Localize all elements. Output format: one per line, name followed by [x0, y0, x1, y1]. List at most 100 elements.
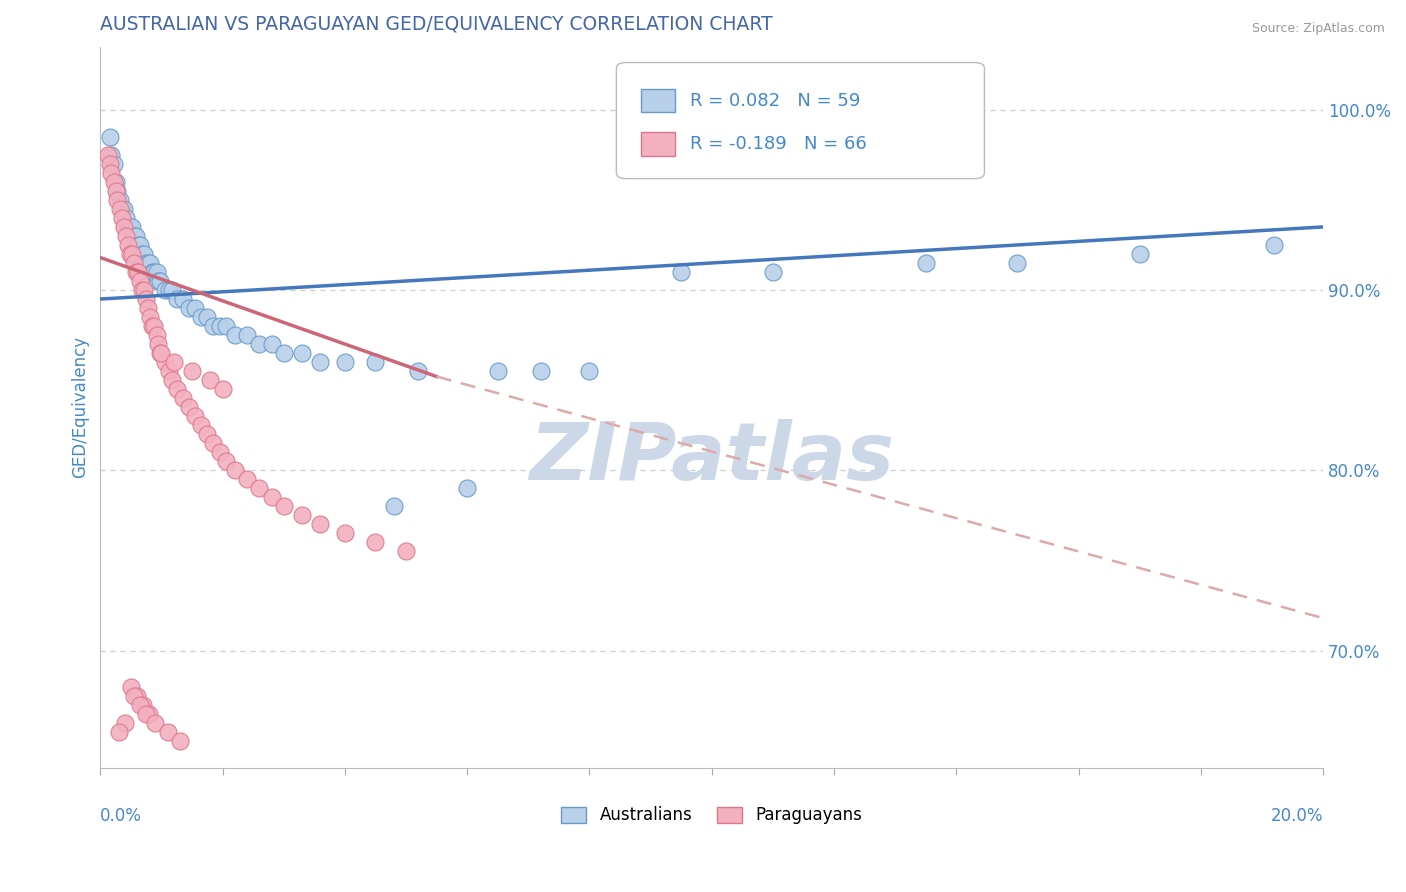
Point	[184, 301, 207, 315]
Point	[118, 219, 141, 234]
Point	[122, 229, 145, 244]
Point	[157, 283, 180, 297]
Point	[143, 265, 166, 279]
Legend: Australians, Paraguayans: Australians, Paraguayans	[561, 806, 862, 824]
Point	[273, 346, 295, 360]
Point	[125, 265, 148, 279]
Point	[156, 724, 179, 739]
Point	[177, 400, 200, 414]
Point	[529, 364, 551, 378]
Point	[153, 283, 176, 297]
Point	[578, 364, 600, 378]
Point	[120, 680, 142, 694]
Text: AUSTRALIAN VS PARAGUAYAN GED/EQUIVALENCY CORRELATION CHART: AUSTRALIAN VS PARAGUAYAN GED/EQUIVALENCY…	[100, 15, 773, 34]
Point	[115, 229, 138, 244]
Point	[129, 274, 152, 288]
Point	[224, 463, 246, 477]
Point	[153, 355, 176, 369]
Point	[129, 238, 152, 252]
Point	[202, 436, 225, 450]
Point	[134, 247, 156, 261]
Point	[291, 346, 314, 360]
Point	[1263, 238, 1285, 252]
Point	[127, 265, 149, 279]
Point	[208, 319, 231, 334]
Point	[121, 219, 143, 234]
Point	[169, 733, 191, 747]
Point	[236, 472, 259, 486]
Point	[211, 382, 233, 396]
Point	[122, 689, 145, 703]
Point	[136, 301, 159, 315]
Point	[108, 193, 131, 207]
Point	[163, 355, 186, 369]
Point	[456, 481, 478, 495]
Point	[104, 184, 127, 198]
Bar	[641, 133, 675, 155]
Point	[172, 292, 194, 306]
Point	[98, 129, 121, 144]
Point	[107, 193, 129, 207]
Point	[148, 274, 170, 288]
Point	[273, 500, 295, 514]
Point	[195, 310, 218, 324]
Point	[117, 219, 139, 234]
Point	[190, 418, 212, 433]
Point	[131, 283, 153, 297]
Point	[132, 698, 155, 712]
Point	[260, 337, 283, 351]
Point	[177, 301, 200, 315]
Point	[141, 265, 163, 279]
Text: ZIPatlas: ZIPatlas	[529, 418, 894, 497]
Point	[406, 364, 429, 378]
Point	[122, 256, 145, 270]
Point	[333, 355, 356, 369]
Point	[190, 310, 212, 324]
Point	[215, 319, 238, 334]
Point	[195, 427, 218, 442]
Y-axis label: GED/Equivalency: GED/Equivalency	[72, 336, 89, 478]
Point	[395, 544, 418, 558]
Point	[309, 517, 332, 532]
Point	[1129, 247, 1152, 261]
Point	[129, 698, 152, 712]
Text: Source: ZipAtlas.com: Source: ZipAtlas.com	[1251, 22, 1385, 36]
Point	[148, 337, 170, 351]
Point	[149, 346, 172, 360]
Point	[135, 256, 157, 270]
Point	[309, 355, 332, 369]
Point	[215, 454, 238, 468]
Point	[98, 157, 121, 171]
Point	[139, 310, 162, 324]
Point	[136, 256, 159, 270]
Point	[1007, 256, 1029, 270]
Point	[236, 328, 259, 343]
Point	[138, 706, 160, 721]
FancyBboxPatch shape	[616, 62, 984, 178]
Point	[208, 445, 231, 459]
Point	[135, 292, 157, 306]
Point	[135, 706, 157, 721]
Point	[111, 202, 134, 216]
Point	[669, 265, 692, 279]
Point	[115, 211, 138, 225]
Point	[114, 715, 136, 730]
Point	[127, 238, 149, 252]
Point	[166, 382, 188, 396]
Point	[145, 328, 167, 343]
Point	[118, 247, 141, 261]
Point	[184, 409, 207, 424]
Point	[141, 319, 163, 334]
Point	[112, 219, 135, 234]
Point	[333, 526, 356, 541]
Point	[125, 689, 148, 703]
Point	[112, 202, 135, 216]
Point	[108, 202, 131, 216]
Point	[103, 175, 125, 189]
Point	[107, 724, 129, 739]
Text: R = -0.189   N = 66: R = -0.189 N = 66	[690, 135, 866, 153]
Point	[181, 364, 204, 378]
Point	[172, 391, 194, 405]
Point	[762, 265, 785, 279]
Point	[97, 148, 120, 162]
